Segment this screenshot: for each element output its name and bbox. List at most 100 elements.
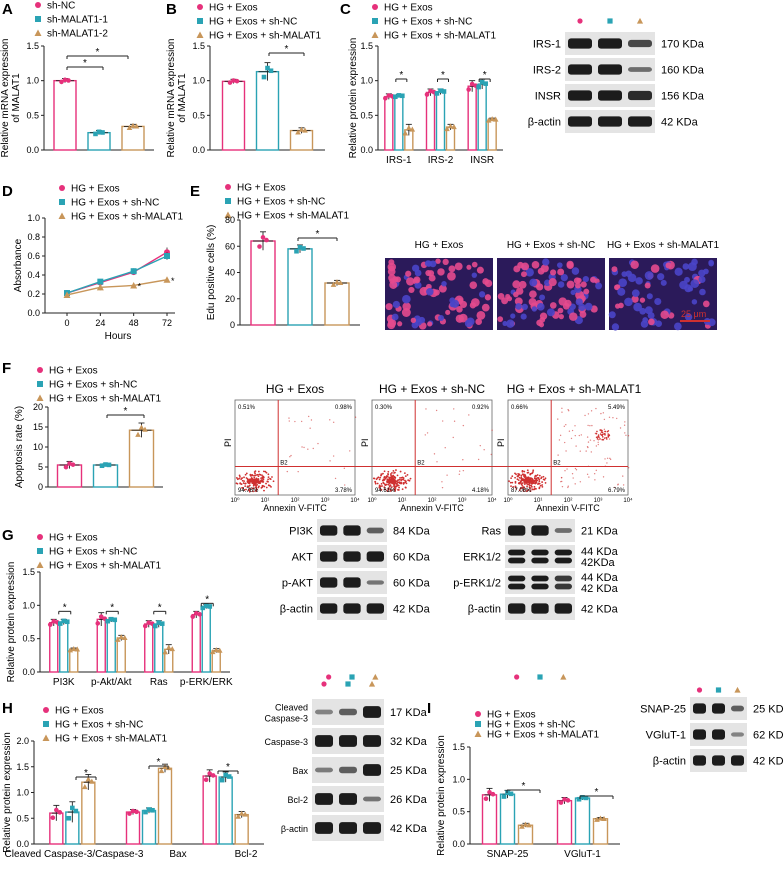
event bbox=[542, 475, 545, 478]
panel-label-H: H bbox=[2, 700, 13, 717]
cell bbox=[484, 279, 493, 288]
cell bbox=[557, 268, 565, 276]
event bbox=[529, 472, 532, 475]
event bbox=[395, 480, 398, 483]
event bbox=[394, 487, 397, 490]
cell bbox=[405, 270, 412, 277]
event bbox=[534, 474, 537, 477]
event bbox=[408, 479, 411, 482]
event bbox=[387, 473, 390, 476]
event bbox=[255, 488, 258, 491]
event bbox=[593, 439, 595, 442]
kda-label: 62 KDa bbox=[753, 730, 784, 742]
event bbox=[403, 482, 406, 484]
data-point bbox=[207, 604, 213, 609]
kda-label: 21 KDa bbox=[581, 526, 619, 538]
event bbox=[597, 441, 599, 443]
data-point bbox=[334, 279, 340, 285]
kda-label: 160 KDa bbox=[661, 65, 705, 77]
event bbox=[380, 482, 383, 485]
protein-label: Caspase-3 bbox=[264, 714, 308, 724]
gate-label: B2 bbox=[417, 461, 425, 467]
event bbox=[382, 479, 385, 482]
x-tick-label: IRS-2 bbox=[428, 155, 454, 166]
event bbox=[264, 470, 267, 473]
protein-label: SNAP-25 bbox=[640, 704, 686, 716]
event bbox=[529, 490, 532, 492]
cell bbox=[556, 262, 563, 268]
event bbox=[605, 436, 608, 439]
protein-band bbox=[731, 755, 744, 766]
y-tick-label: 0.0 bbox=[27, 308, 40, 318]
y-tick-label: 20 bbox=[225, 294, 235, 304]
flow-y-label: PI bbox=[496, 438, 506, 447]
cell bbox=[564, 299, 572, 307]
data-point bbox=[297, 245, 303, 250]
cell bbox=[517, 261, 524, 269]
kda-label: 84 KDa bbox=[393, 526, 431, 538]
cell bbox=[682, 263, 690, 270]
bar bbox=[141, 809, 157, 845]
event bbox=[557, 418, 559, 420]
data-point bbox=[476, 84, 481, 90]
cell bbox=[406, 277, 415, 286]
y-tick-label: 0.5 bbox=[360, 110, 373, 120]
event bbox=[243, 488, 246, 491]
event bbox=[603, 418, 606, 421]
lane-marker bbox=[734, 686, 741, 693]
cell bbox=[515, 303, 522, 310]
data-point bbox=[57, 621, 63, 626]
protein-label: β-actin bbox=[528, 117, 561, 129]
cell bbox=[633, 302, 642, 312]
cell bbox=[385, 303, 393, 311]
event bbox=[453, 408, 455, 410]
event bbox=[236, 478, 239, 481]
lane-marker bbox=[326, 674, 332, 680]
y-tick-label: 0.0 bbox=[452, 839, 465, 849]
event bbox=[260, 486, 263, 489]
chart-I: 0.0 0.5 1.0 1.5 Relative protein expression S… bbox=[436, 735, 620, 860]
legend-label-0: HG + Exos bbox=[384, 3, 433, 14]
event bbox=[565, 450, 567, 452]
y-axis-label: Absorbance bbox=[13, 238, 24, 292]
data-point bbox=[451, 124, 457, 130]
cell bbox=[639, 297, 646, 303]
data-point bbox=[294, 248, 299, 254]
data-point bbox=[583, 795, 589, 801]
panel-label-F: F bbox=[2, 360, 11, 377]
event bbox=[349, 450, 351, 452]
event bbox=[517, 479, 520, 482]
cell bbox=[438, 314, 445, 322]
legend-marker-1 bbox=[43, 721, 49, 727]
data-point bbox=[526, 822, 532, 828]
data-point bbox=[62, 77, 68, 83]
data-point bbox=[223, 772, 228, 778]
data-point bbox=[197, 612, 203, 617]
data-point bbox=[70, 646, 77, 652]
legend-label-2: sh-MALAT1-2 bbox=[47, 29, 108, 40]
protein-band bbox=[628, 39, 652, 48]
event bbox=[387, 470, 390, 473]
event bbox=[386, 479, 389, 481]
cell bbox=[654, 297, 662, 306]
event bbox=[572, 477, 574, 479]
event bbox=[394, 485, 397, 488]
event bbox=[393, 472, 395, 474]
event bbox=[245, 472, 248, 475]
event bbox=[574, 425, 576, 427]
data-point bbox=[227, 80, 233, 85]
event bbox=[590, 410, 593, 412]
cell bbox=[389, 280, 398, 289]
event bbox=[625, 434, 627, 436]
kda-label: 26 KDa bbox=[390, 794, 428, 806]
y-tick-label: 1.0 bbox=[360, 76, 373, 86]
event bbox=[261, 480, 264, 483]
cell bbox=[469, 281, 478, 289]
data-point bbox=[203, 603, 209, 609]
data-point bbox=[146, 807, 152, 812]
data-point bbox=[61, 618, 67, 624]
protein-band bbox=[554, 549, 572, 556]
flow-y-label: PI bbox=[360, 438, 370, 447]
event bbox=[540, 476, 543, 479]
event bbox=[260, 477, 263, 480]
